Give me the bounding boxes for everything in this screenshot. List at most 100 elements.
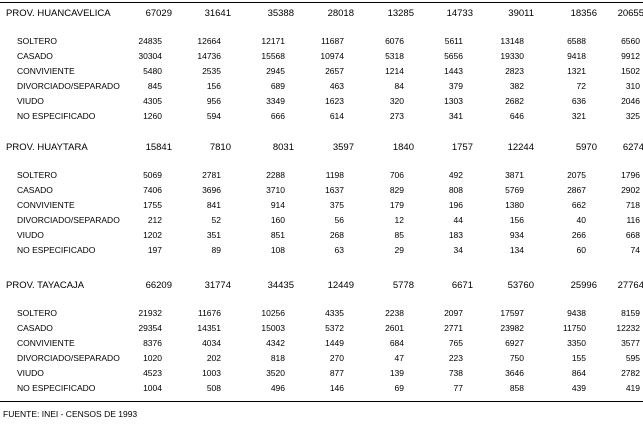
cell-value: 684	[389, 338, 404, 348]
bottom-rule	[0, 401, 643, 402]
cell-value: 419	[625, 383, 640, 393]
total-value: 12244	[507, 142, 534, 153]
cell-value: 492	[448, 170, 463, 180]
cell-value: 5611	[444, 36, 463, 46]
cell-value: 9438	[567, 308, 586, 318]
cell-value: 116	[626, 215, 640, 225]
cell-value: 5372	[325, 323, 344, 333]
cell-value: 11687	[320, 36, 344, 46]
total-value: 67029	[145, 8, 172, 19]
cell-value: 9418	[567, 51, 586, 61]
total-value: 6274	[622, 142, 643, 153]
cell-value: 3696	[202, 185, 221, 195]
total-value: 12449	[327, 280, 354, 291]
cell-value: 636	[571, 96, 586, 106]
cell-value: 9912	[621, 51, 640, 61]
section-title: PROV. HUAYTARA	[6, 142, 88, 153]
cell-value: 24835	[138, 36, 162, 46]
cell-value: 594	[206, 111, 221, 121]
cell-value: 270	[329, 353, 344, 363]
cell-value: 1198	[325, 170, 344, 180]
cell-value: 156	[206, 81, 221, 91]
total-value: 53760	[507, 280, 534, 291]
cell-value: 4305	[143, 96, 162, 106]
cell-value: 196	[448, 200, 463, 210]
cell-value: 268	[329, 230, 344, 240]
cell-value: 2075	[567, 170, 586, 180]
row-label: NO ESPECIFICADO	[17, 245, 96, 255]
cell-value: 1020	[143, 353, 162, 363]
cell-value: 139	[389, 368, 404, 378]
cell-value: 12	[394, 215, 404, 225]
cell-value: 2867	[567, 185, 586, 195]
cell-value: 74	[630, 245, 640, 255]
cell-value: 12664	[197, 36, 221, 46]
total-value: 1757	[451, 142, 473, 153]
cell-value: 310	[625, 81, 640, 91]
cell-value: 2902	[621, 185, 640, 195]
cell-value: 3710	[266, 185, 285, 195]
cell-value: 845	[147, 81, 162, 91]
cell-value: 69	[394, 383, 404, 393]
cell-value: 851	[270, 230, 285, 240]
cell-value: 7406	[143, 185, 162, 195]
cell-value: 738	[448, 368, 463, 378]
cell-value: 6560	[621, 36, 640, 46]
cell-value: 1502	[621, 66, 640, 76]
cell-value: 183	[448, 230, 463, 240]
section-title: PROV. TAYACAJA	[6, 280, 85, 291]
cell-value: 508	[206, 383, 221, 393]
total-value: 25996	[570, 280, 597, 291]
total-value: 3597	[332, 142, 354, 153]
cell-value: 1321	[567, 66, 586, 76]
footnote: FUENTE: INEI - CENSOS DE 1993	[3, 409, 138, 419]
total-value: 5970	[575, 142, 597, 153]
cell-value: 40	[576, 215, 586, 225]
row-label: CASADO	[17, 185, 53, 195]
cell-value: 325	[625, 111, 640, 121]
cell-value: 351	[206, 230, 221, 240]
cell-value: 5769	[505, 185, 524, 195]
cell-value: 8376	[143, 338, 162, 348]
cell-value: 2601	[385, 323, 404, 333]
cell-value: 2823	[505, 66, 524, 76]
row-label: DIVORCIADO/SEPARADO	[17, 81, 120, 91]
cell-value: 1260	[143, 111, 162, 121]
cell-value: 202	[206, 353, 221, 363]
cell-value: 808	[448, 185, 463, 195]
cell-value: 5069	[143, 170, 162, 180]
cell-value: 4034	[202, 338, 221, 348]
cell-value: 3577	[621, 338, 640, 348]
cell-value: 11676	[197, 308, 221, 318]
cell-value: 6927	[505, 338, 524, 348]
cell-value: 29354	[138, 323, 162, 333]
row-label: CONVIVIENTE	[17, 338, 75, 348]
cell-value: 765	[448, 338, 463, 348]
cell-value: 44	[453, 215, 463, 225]
cell-value: 1004	[143, 383, 162, 393]
cell-value: 1003	[202, 368, 221, 378]
cell-value: 13148	[500, 36, 524, 46]
cell-value: 29	[394, 245, 404, 255]
top-rule	[0, 2, 643, 3]
cell-value: 212	[147, 215, 162, 225]
cell-value: 77	[453, 383, 463, 393]
cell-value: 877	[329, 368, 344, 378]
cell-value: 56	[334, 215, 344, 225]
total-value: 20655	[617, 8, 643, 19]
cell-value: 689	[270, 81, 285, 91]
total-value: 15841	[145, 142, 172, 153]
total-value: 18356	[570, 8, 597, 19]
row-label: VIUDO	[17, 96, 44, 106]
cell-value: 3350	[567, 338, 586, 348]
cell-value: 439	[571, 383, 586, 393]
total-value: 34435	[267, 280, 294, 291]
cell-value: 666	[270, 111, 285, 121]
cell-value: 829	[389, 185, 404, 195]
cell-value: 463	[329, 81, 344, 91]
cell-value: 17597	[500, 308, 524, 318]
cell-value: 864	[571, 368, 586, 378]
cell-value: 321	[571, 111, 586, 121]
cell-value: 34	[453, 245, 463, 255]
cell-value: 1303	[444, 96, 463, 106]
